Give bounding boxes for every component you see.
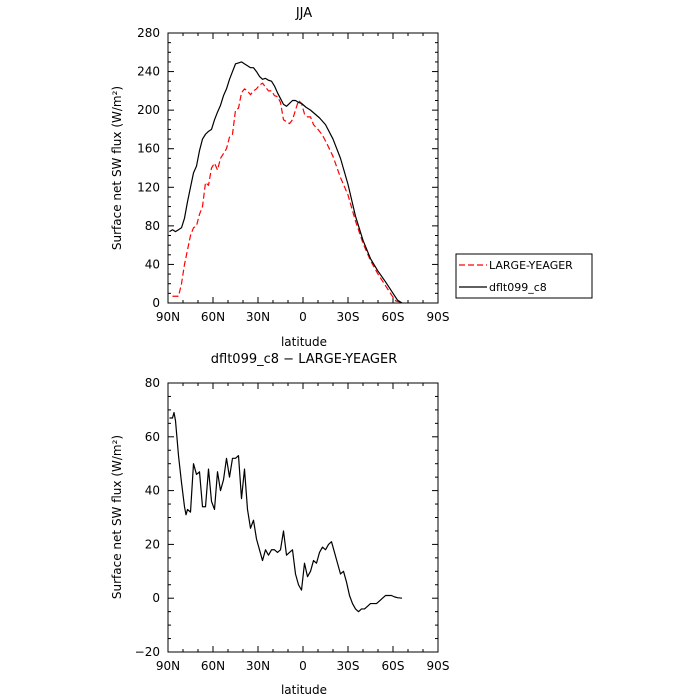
x-tick-label: 60N xyxy=(201,310,225,324)
x-tick-label: 90N xyxy=(156,310,180,324)
plot-bottom: 90N 60N 30N 0 30S 60S 90S −20 0 20 40 60 80 xyxy=(135,376,450,673)
chart-title-bottom: dflt099_c8 − LARGE-YEAGER xyxy=(211,352,397,367)
plot-top: 90N 60N 30N 0 30S 60S 90S 0 40 80 120 160 200 240 280 xyxy=(137,26,449,324)
x-tick-label: 30N xyxy=(246,659,270,673)
x-tick-label: 60S xyxy=(382,659,405,673)
y-tick-label: 280 xyxy=(137,26,160,40)
y-tick-label: 0 xyxy=(152,296,160,310)
y-tick-label: 80 xyxy=(145,376,160,390)
x-axis-label-bottom: latitude xyxy=(281,683,327,697)
y-axis-label-bottom: Surface net SW flux (W/m²) xyxy=(110,435,124,599)
x-tick-label: 30S xyxy=(337,310,360,324)
x-tick-label: 30S xyxy=(337,659,360,673)
series-line-dflt099-c8 xyxy=(169,61,403,304)
x-tick-label: 0 xyxy=(299,310,307,324)
y-tick-label: 120 xyxy=(137,180,160,194)
y-tick-label: 20 xyxy=(145,537,160,551)
x-tick-label: 90N xyxy=(156,659,180,673)
x-tick-label: 60S xyxy=(382,310,405,324)
x-tick-label: 30N xyxy=(246,310,270,324)
series-line-difference xyxy=(169,411,403,613)
legend-label-large-yeager: LARGE-YEAGER xyxy=(489,259,573,272)
y-tick-label: 60 xyxy=(145,430,160,444)
y-tick-label: 160 xyxy=(137,142,160,156)
series-line-large-yeager xyxy=(172,82,401,303)
x-axis-label-top: latitude xyxy=(281,335,327,349)
legend-label-dflt099: dflt099_c8 xyxy=(489,281,547,294)
y-tick-label: 200 xyxy=(137,103,160,117)
y-tick-label: 40 xyxy=(145,257,160,271)
x-tick-label: 90S xyxy=(427,310,450,324)
y-tick-label: 240 xyxy=(137,65,160,79)
y-axis-label-top: Surface net SW flux (W/m²) xyxy=(110,86,124,250)
legend-box xyxy=(455,253,593,299)
y-tick-label: 0 xyxy=(152,591,160,605)
y-tick-label: −20 xyxy=(135,645,160,659)
x-tick-label: 90S xyxy=(427,659,450,673)
chart-title-top: JJA xyxy=(295,6,312,21)
x-tick-label: 60N xyxy=(201,659,225,673)
y-tick-label: 80 xyxy=(145,219,160,233)
plot-frame-top xyxy=(167,32,439,304)
y-tick-label: 40 xyxy=(145,484,160,498)
x-tick-label: 0 xyxy=(299,659,307,673)
plot-frame-bottom xyxy=(167,382,439,653)
legend: LARGE-YEAGER dflt099_c8 xyxy=(455,253,593,299)
